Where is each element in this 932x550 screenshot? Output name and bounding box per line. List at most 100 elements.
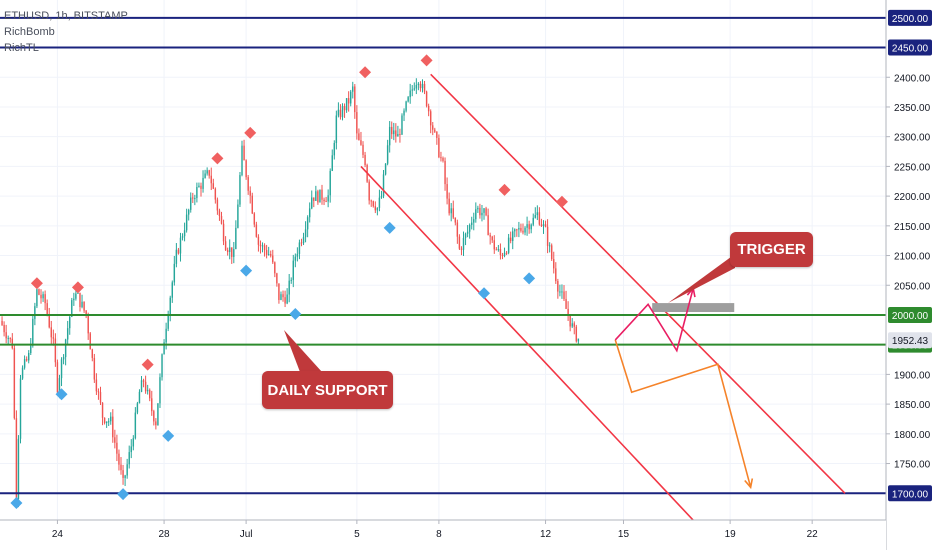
diamond-marker-top (359, 66, 372, 79)
candle-body (15, 418, 18, 500)
candle-body (185, 214, 188, 231)
candle-body (473, 219, 475, 223)
candle-body (161, 354, 163, 378)
candle-body (122, 470, 124, 478)
candle-body (142, 380, 145, 382)
candle-body (487, 215, 489, 236)
current-price-label: 1952.43 (892, 336, 929, 347)
candle-body (120, 464, 122, 471)
level-tag-2000.00 (888, 306, 932, 323)
candle-body (384, 163, 387, 175)
price-tick-label: 1800.00 (894, 430, 931, 441)
candle-body (567, 308, 569, 316)
projection-bearish (614, 339, 752, 488)
candle-body (526, 224, 528, 228)
candle-body (91, 349, 94, 358)
candle-body (329, 170, 331, 196)
candle-body (101, 402, 104, 418)
candle-body (282, 294, 284, 298)
candle-body (32, 318, 34, 346)
candle-body (417, 83, 420, 86)
price-tick-label: 2400.00 (894, 73, 931, 84)
candle-body (411, 89, 413, 91)
candle-body (222, 223, 225, 242)
candle-body (206, 170, 208, 174)
candle-body (210, 175, 212, 184)
price-scale[interactable]: 1750.00 1800.00 1850.00 1900.00 2050.00 2100.… (885, 0, 932, 550)
candle-body (516, 229, 518, 231)
candle-body (40, 294, 42, 299)
diamond-marker-bottom (240, 264, 253, 277)
candle-body (405, 101, 407, 111)
candle-body (495, 249, 498, 251)
time-tick-label: 19 (725, 529, 737, 540)
candle-body (243, 145, 245, 161)
candle-body (573, 323, 575, 327)
candle-body (569, 315, 571, 327)
candle-body (153, 411, 155, 422)
candle-body (499, 249, 502, 255)
candle-body (69, 316, 71, 329)
candle-body (485, 208, 487, 216)
candle-body (224, 241, 227, 251)
daily-support-callout: DAILY SUPPORT (262, 371, 393, 409)
candle-body (522, 230, 524, 233)
diamond-marker-top (211, 152, 224, 165)
candle-body (358, 133, 360, 141)
diamond-marker-top (555, 195, 568, 208)
indicator-richbomb[interactable]: RichBomb (4, 26, 55, 38)
candle-body (38, 289, 40, 295)
candle-body (280, 294, 282, 300)
candle-body (493, 240, 495, 250)
level-tag-label: 1700.00 (892, 489, 929, 500)
candle-body (505, 252, 508, 254)
symbol-title[interactable]: ETHUSD, 1h, BITSTAMP (4, 10, 128, 22)
candle-body (270, 254, 272, 256)
daily-support-label: DAILY SUPPORT (267, 381, 388, 399)
time-tick-label: 5 (354, 529, 360, 540)
candle-body (132, 438, 135, 447)
candle-body (208, 170, 210, 176)
candle-body (352, 86, 354, 92)
candle-body (165, 328, 167, 343)
indicator-richtl[interactable]: RichTL (4, 42, 39, 54)
candle-body (548, 245, 551, 247)
candle-body (58, 378, 61, 393)
diamond-marker-bottom (383, 221, 396, 234)
time-tick-label: 28 (159, 529, 171, 540)
price-tick-label: 2050.00 (894, 281, 931, 292)
level-tag-1700.00 (888, 485, 932, 502)
candle-body (134, 412, 137, 439)
candle-body (157, 403, 159, 426)
candle-body (194, 198, 196, 200)
candle-body (542, 224, 545, 227)
candle-body (292, 260, 295, 280)
candle-body (343, 106, 346, 111)
candle-body (491, 236, 493, 241)
candle-body (388, 126, 391, 146)
candle-body (454, 217, 457, 223)
candle-body (550, 245, 553, 260)
candle-body (429, 111, 432, 126)
level-tag-label: 2500.00 (892, 14, 929, 25)
candle-body (136, 403, 139, 413)
level-tag-2500.00 (888, 9, 932, 26)
time-scale[interactable]: 24 28 Jul 5 8 12 15 19 22 (0, 519, 886, 550)
candle-body (323, 199, 325, 202)
candle-body (290, 279, 292, 281)
candle-body (62, 357, 65, 360)
candle-body (507, 237, 510, 253)
candle-body (481, 212, 483, 216)
candle-body (110, 416, 112, 422)
candle-body (302, 237, 305, 244)
candle-body (9, 337, 11, 339)
candle-body (13, 348, 16, 419)
price-tick-label: 2200.00 (894, 192, 931, 203)
candle-body (440, 157, 442, 159)
candle-body (327, 195, 329, 202)
candle-body (341, 106, 344, 118)
candle-body (386, 145, 389, 164)
candle-body (212, 183, 215, 189)
